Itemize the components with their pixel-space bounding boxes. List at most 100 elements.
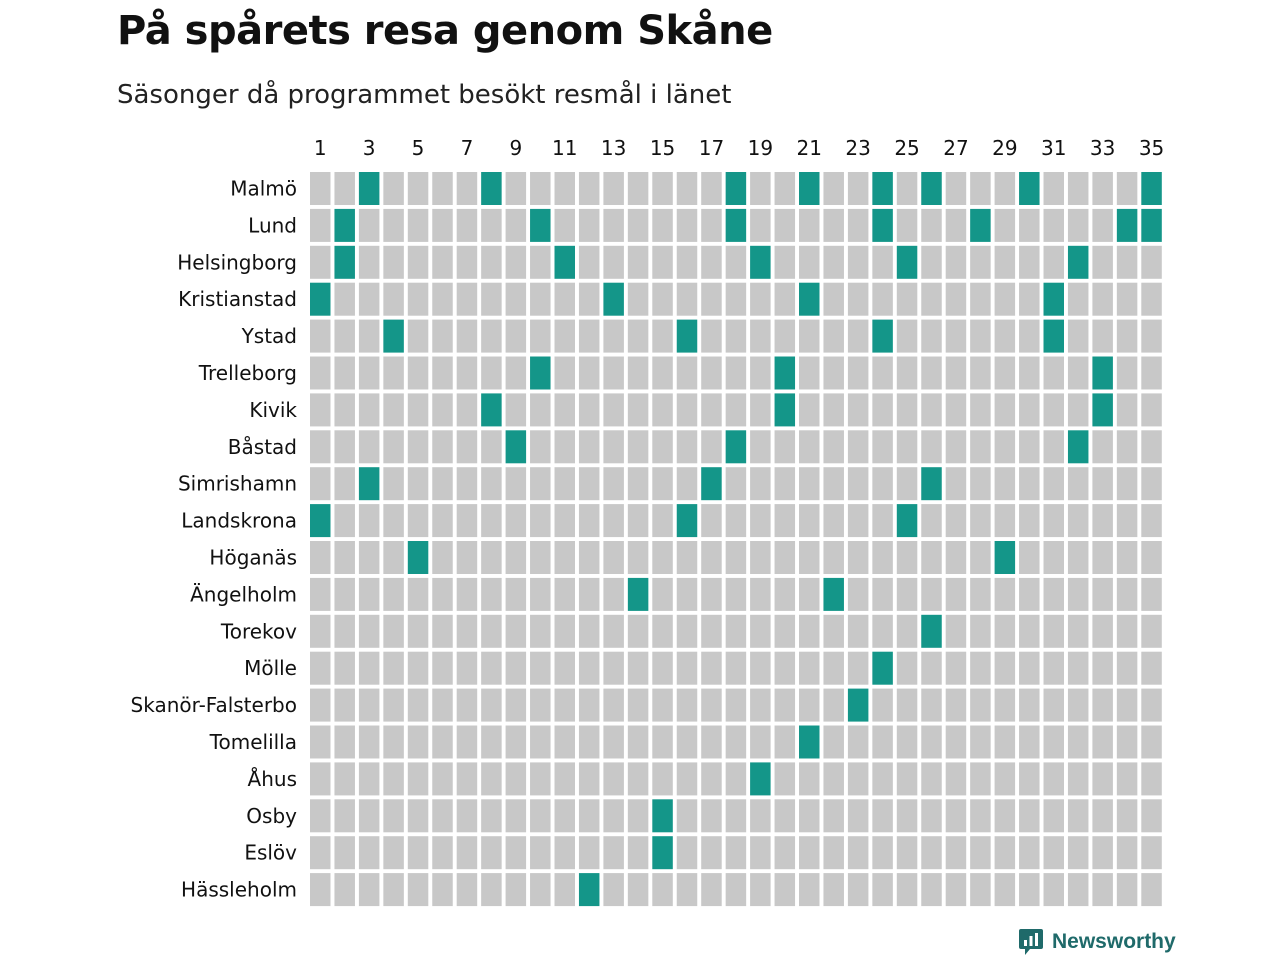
heatmap-cell [799,577,820,611]
heatmap-cell [701,836,722,870]
heatmap-cell [750,651,771,685]
heatmap-cell [676,245,698,279]
heatmap-cell [823,688,844,722]
heatmap-cell [676,836,698,870]
heatmap-cell [994,430,1016,464]
heatmap-cell [896,651,918,685]
heatmap-cell [774,836,796,870]
heatmap-cell [750,614,771,648]
row-label: Helsingborg [177,250,297,274]
heatmap-cell-visited [310,282,331,316]
heatmap-cell [896,467,918,501]
x-tick-label: 5 [412,136,425,160]
heatmap-cell [945,688,967,722]
heatmap-cell [1116,614,1138,648]
heatmap-cell [603,799,624,833]
heatmap-cell-visited [750,245,771,279]
heatmap-cell [1043,504,1064,538]
heatmap-cell [1043,467,1064,501]
heatmap-cell [505,651,527,685]
heatmap-cell [921,319,942,353]
heatmap-cell [1043,762,1064,796]
heatmap-cell [970,836,991,870]
heatmap-cell-visited [652,836,673,870]
x-tick-label: 1 [314,136,327,160]
heatmap-cell [432,245,453,279]
heatmap-cell [1067,873,1089,907]
heatmap-cell [1019,467,1040,501]
heatmap-cell [627,430,649,464]
heatmap-cell [1092,504,1113,538]
heatmap-cell-visited [872,208,893,242]
heatmap-cell [627,725,649,759]
heatmap-cell [945,245,967,279]
heatmap-cell [407,467,429,501]
heatmap-cell [334,688,355,722]
row-label: Simrishamn [178,472,297,496]
heatmap-cell [921,762,942,796]
heatmap-cell [847,614,869,648]
heatmap-cell [994,319,1016,353]
heatmap-cell [994,688,1016,722]
heatmap-cell [676,651,698,685]
heatmap-cell [554,577,575,611]
heatmap-cell [945,614,967,648]
heatmap-cell [774,725,796,759]
heatmap-cell [676,430,698,464]
heatmap-cell [701,799,722,833]
heatmap-cell-visited [799,282,820,316]
heatmap-cell [456,356,478,390]
heatmap-cell [896,762,918,796]
heatmap-cell [994,504,1016,538]
heatmap-cell [530,799,551,833]
heatmap-cell [994,577,1016,611]
heatmap-cell [456,282,478,316]
heatmap-cell-visited [1141,208,1162,242]
heatmap-cell [970,614,991,648]
heatmap-cell [1092,577,1113,611]
heatmap-cell [1092,762,1113,796]
heatmap-cell [774,467,796,501]
heatmap-cell [456,504,478,538]
heatmap-cell [701,208,722,242]
heatmap-cell-visited [774,393,796,427]
x-tick-label: 3 [363,136,376,160]
heatmap-cell [921,356,942,390]
heatmap-cell [334,836,355,870]
heatmap-cell [456,245,478,279]
heatmap-cell [1067,467,1089,501]
x-tick-label: 25 [894,136,919,160]
heatmap-cell [578,541,600,574]
heatmap-cell [554,430,575,464]
heatmap-cell-visited [872,319,893,353]
heatmap-cell-visited [1043,319,1064,353]
heatmap-cell-visited [921,172,942,205]
heatmap-cell [676,577,698,611]
heatmap-cell [1092,172,1113,205]
heatmap-cell [1067,282,1089,316]
heatmap-cell [383,245,404,279]
heatmap-cell [358,836,380,870]
x-tick-label: 33 [1090,136,1115,160]
heatmap-cell [554,356,575,390]
heatmap-cell [774,688,796,722]
heatmap-cell [1116,873,1138,907]
heatmap-cell [823,467,844,501]
heatmap-cell [1116,651,1138,685]
heatmap-cell [1043,873,1064,907]
heatmap-cell [432,356,453,390]
x-tick-label: 13 [601,136,626,160]
heatmap-cell [505,873,527,907]
heatmap-cell [603,504,624,538]
heatmap-cell [456,430,478,464]
heatmap-cell [750,208,771,242]
heatmap-cell [994,282,1016,316]
heatmap-cell [1067,356,1089,390]
heatmap-cell [505,836,527,870]
heatmap-cell [334,651,355,685]
heatmap-cell [799,208,820,242]
heatmap-cell [407,504,429,538]
heatmap-cell [530,836,551,870]
heatmap-cell [1092,614,1113,648]
heatmap-cell [725,688,747,722]
